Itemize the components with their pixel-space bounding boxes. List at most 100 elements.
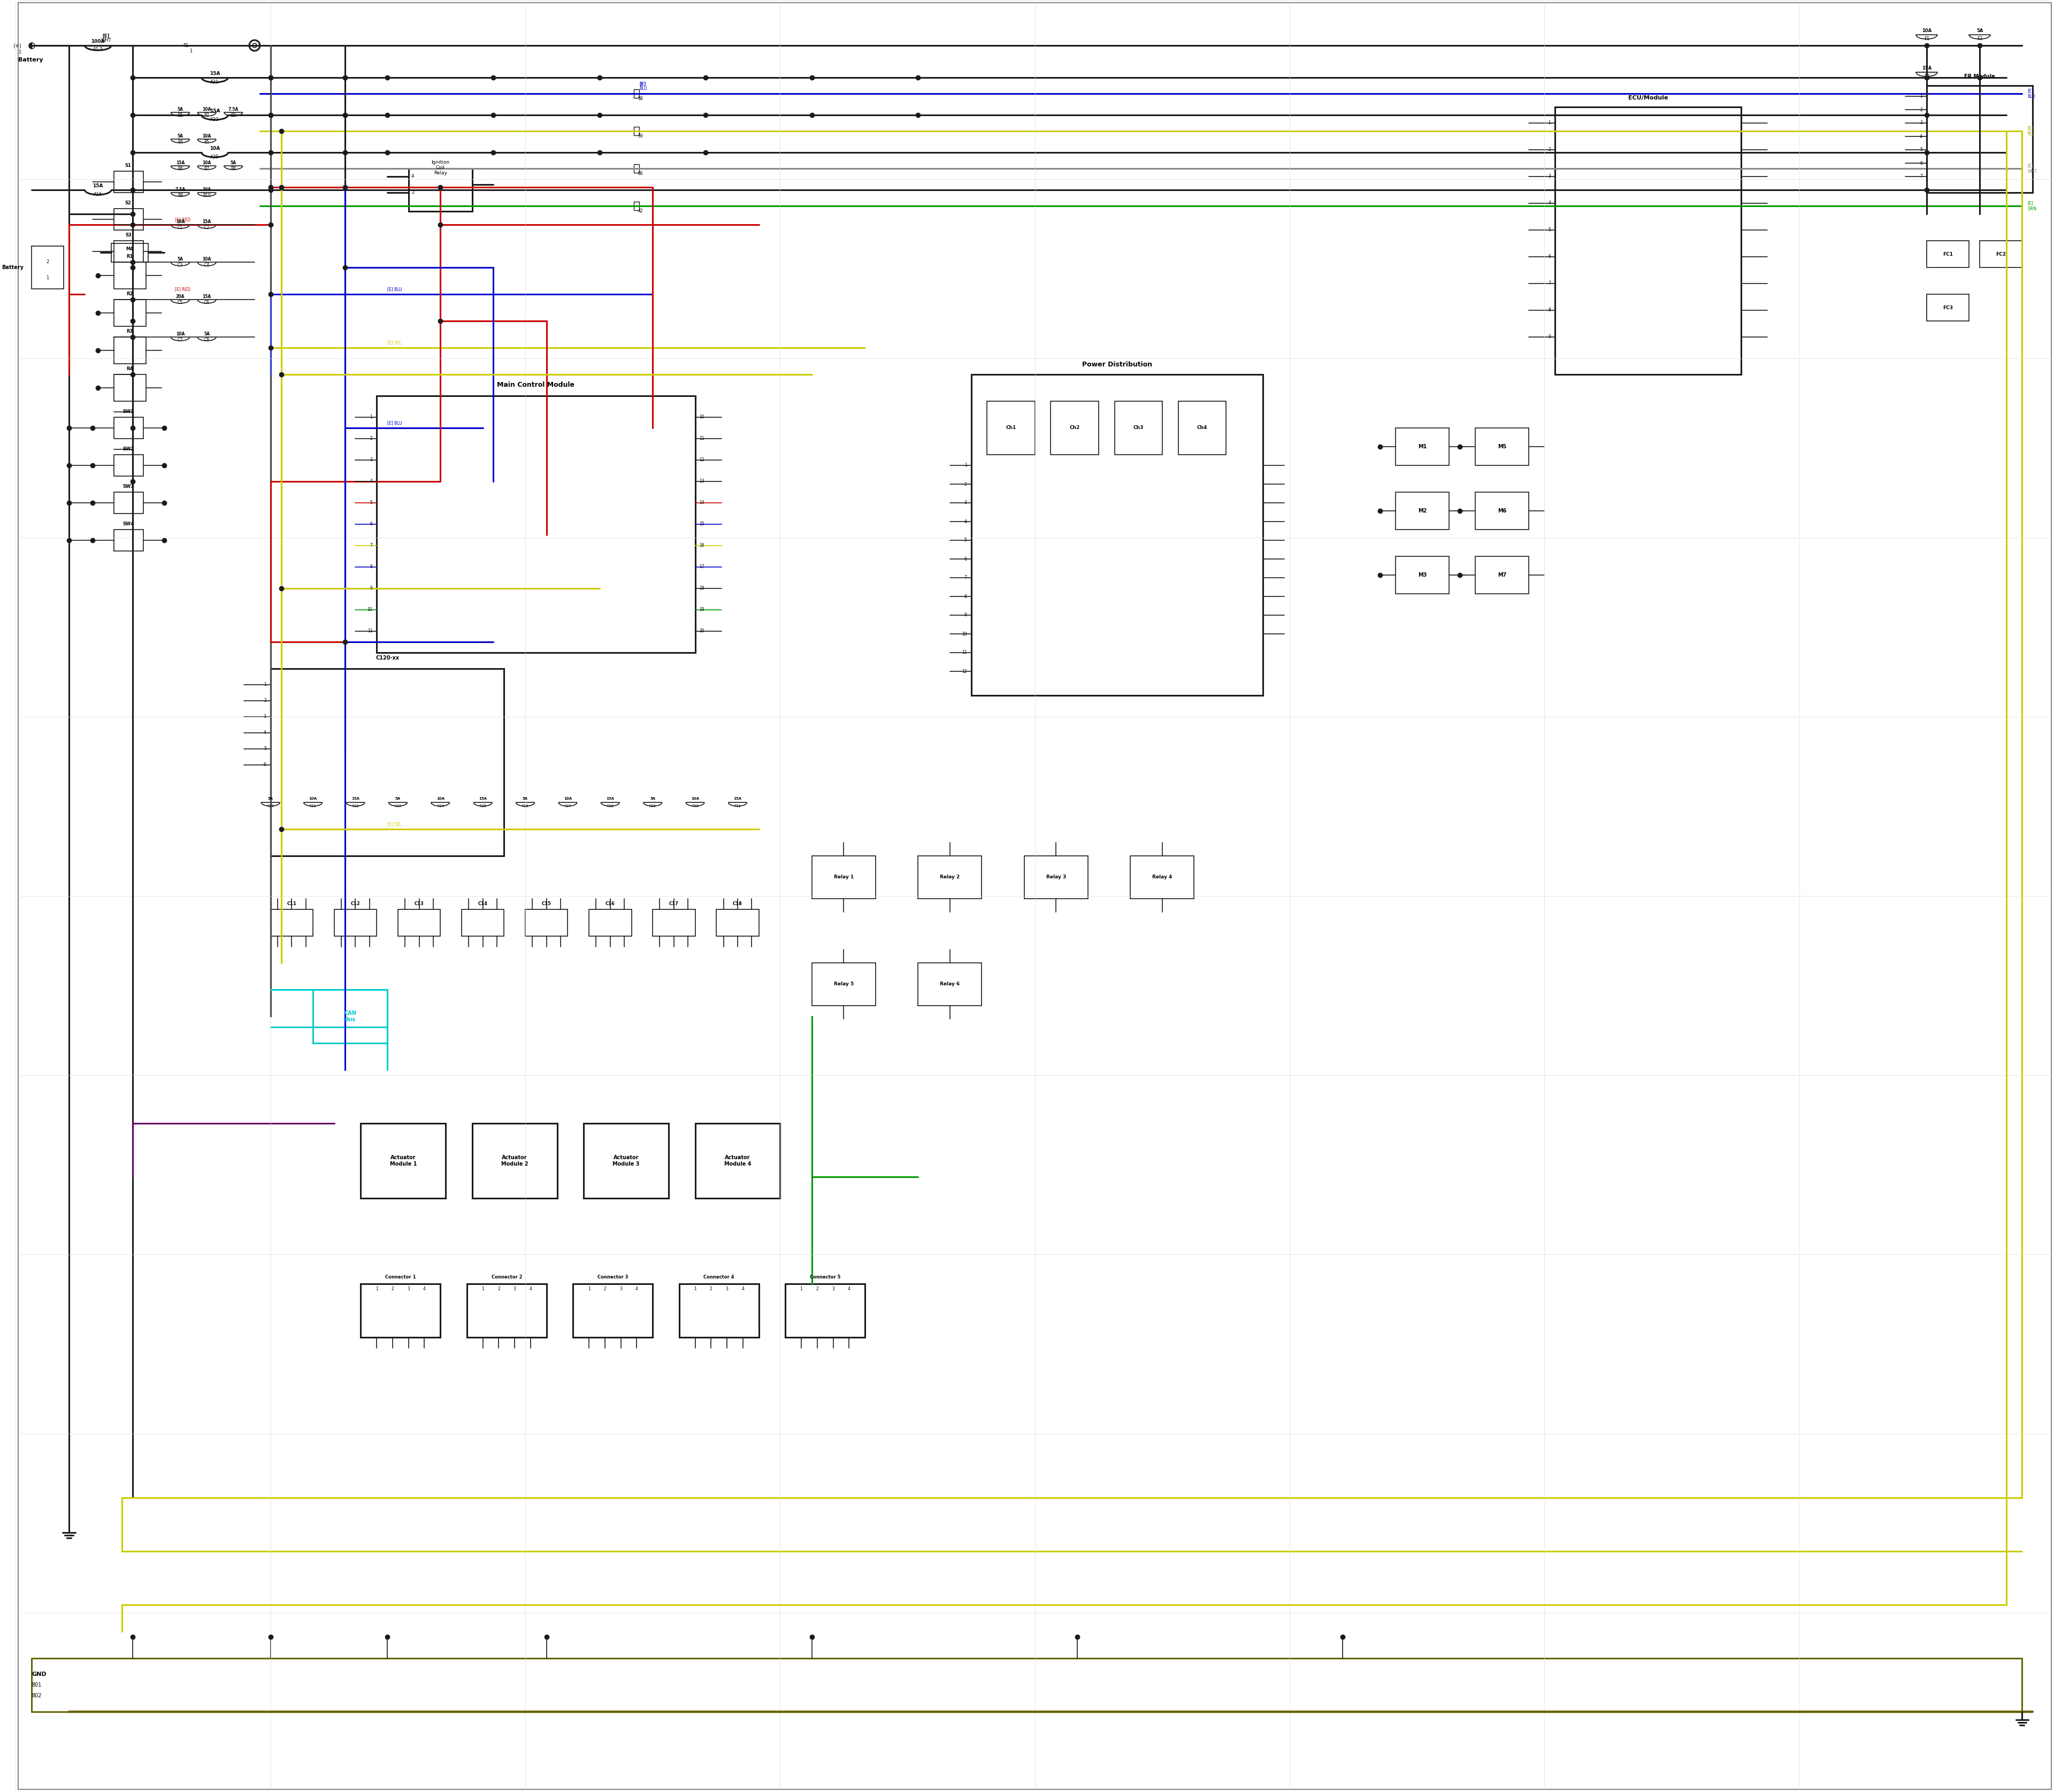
Bar [1397,556,1448,593]
Text: 66: 66 [639,172,643,176]
Text: 2: 2 [1549,147,1551,152]
Text: 1: 1 [376,1287,378,1292]
Text: 5A: 5A [522,797,528,801]
Text: Actuator
Module 1: Actuator Module 1 [390,1156,417,1167]
Text: R3: R3 [127,330,134,333]
Bar [918,962,982,1005]
Text: B1: B1 [177,113,183,118]
Text: F2: F2 [1978,36,1982,41]
Text: [E] YEL: [E] YEL [388,823,403,826]
Bar [635,90,639,99]
Text: 6: 6 [1920,161,1923,165]
Text: CAN
Bus: CAN Bus [343,1011,355,1021]
Text: Relay 5: Relay 5 [834,982,854,987]
Text: 2: 2 [1920,108,1923,113]
Text: 2: 2 [263,699,267,702]
Text: 5: 5 [1549,228,1551,233]
Text: [E]: [E] [639,82,645,86]
Text: 8: 8 [965,593,967,599]
Text: B4: B4 [177,140,183,145]
Text: 15A: 15A [606,797,614,801]
Text: C6: C6 [203,299,210,305]
Text: Main Control Module: Main Control Module [497,382,575,389]
Text: 4: 4 [963,520,967,523]
Text: B3: B3 [230,113,236,118]
Text: Battery: Battery [2,265,25,271]
Text: 10: 10 [961,631,967,636]
Text: 13: 13 [700,478,705,484]
Text: C2: C2 [203,226,210,229]
Text: 3: 3 [1549,174,1551,179]
Text: 10A: 10A [203,134,212,138]
Text: M5: M5 [1497,444,1506,450]
Text: 10: 10 [700,414,705,419]
Bar [1475,428,1528,466]
Bar [1397,428,1448,466]
Text: Power Distribution: Power Distribution [1082,360,1152,367]
Text: C18: C18 [733,901,741,907]
Bar [1475,493,1528,530]
Text: 3: 3 [407,1287,411,1292]
Text: 15A: 15A [733,797,741,801]
Text: F23: F23 [394,805,401,808]
Text: C17: C17 [670,901,678,907]
Text: Connector 2: Connector 2 [491,1274,522,1279]
Text: [E] BLU: [E] BLU [388,421,403,425]
Text: 10A: 10A [177,219,185,224]
Bar [1052,401,1099,455]
Text: F24: F24 [438,805,444,808]
Text: GND: GND [31,1672,47,1677]
Text: 10A: 10A [203,108,212,111]
Bar [462,909,503,935]
Text: 10A: 10A [690,797,698,801]
Bar [409,168,472,211]
Text: S3: S3 [125,233,131,238]
Bar [113,493,144,514]
Text: Connector 1: Connector 1 [386,1274,415,1279]
Text: 4: 4 [370,478,372,484]
Text: [E]: [E] [103,34,109,38]
Bar [113,299,146,326]
Bar [271,668,503,857]
Text: B10: B10 [203,194,212,197]
Text: (+): (+) [12,43,21,48]
Text: C12: C12 [351,901,359,907]
Text: 10A: 10A [203,161,212,165]
Bar [694,1124,781,1199]
Bar [312,989,388,1043]
Bar [113,455,144,477]
Text: [E]
GRN: [E] GRN [2027,201,2038,211]
Text: 42: 42 [639,208,643,213]
Text: 6: 6 [963,557,967,561]
Text: 15A: 15A [92,183,103,188]
Text: 4: 4 [1920,134,1923,138]
Bar [988,401,1035,455]
Text: 15A: 15A [203,219,212,224]
Text: F25: F25 [479,805,487,808]
Text: 5: 5 [370,500,372,505]
Text: 59: 59 [639,134,643,138]
Text: F31: F31 [733,805,741,808]
Text: 7: 7 [370,543,372,548]
Text: 4: 4 [263,731,267,735]
Text: 2: 2 [815,1287,817,1292]
Text: 3: 3 [620,1287,622,1292]
Text: 15: 15 [700,521,705,527]
Text: [E] RED: [E] RED [175,217,191,222]
Text: B7: B7 [203,167,210,172]
Text: Battery: Battery [18,57,43,63]
Text: 20: 20 [700,629,705,634]
Text: [E]
YEL: [E] YEL [2027,125,2036,136]
Bar [1927,86,2033,192]
Text: 801: 801 [31,1683,41,1688]
Text: F29: F29 [649,805,655,808]
Text: 12: 12 [700,457,705,462]
Text: 1: 1 [799,1287,803,1292]
Text: 6: 6 [1549,254,1551,260]
Text: 7: 7 [1920,174,1923,179]
Bar [635,202,639,210]
Text: [E] RED: [E] RED [175,287,191,292]
Text: 7.5A: 7.5A [175,186,185,192]
Text: A16: A16 [94,192,103,197]
Text: 5A: 5A [394,797,401,801]
